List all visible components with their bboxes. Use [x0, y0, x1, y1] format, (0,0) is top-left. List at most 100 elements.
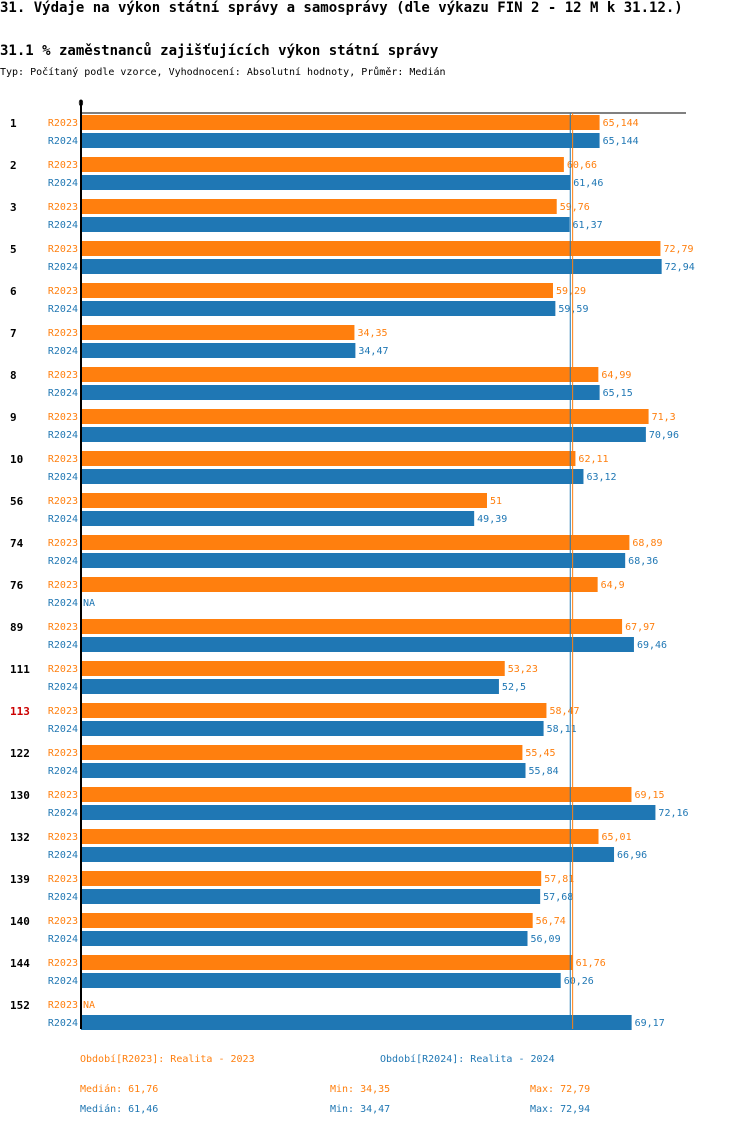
chart-subtitle: 31.1 % zaměstnanců zajišťujících výkon s…: [0, 43, 439, 59]
series-label: R2023: [48, 454, 78, 465]
series-label: R2023: [48, 286, 78, 297]
bar: [81, 259, 662, 274]
series-label: R2023: [48, 580, 78, 591]
series-label: R2023: [48, 706, 78, 717]
min-r2023: Min: 34,35: [330, 1084, 391, 1095]
data-label: 69,17: [635, 1018, 665, 1029]
data-label: 60,66: [567, 160, 597, 171]
bar: [81, 199, 557, 214]
bar: [81, 931, 528, 946]
bar: [81, 535, 630, 550]
bar: [81, 367, 599, 382]
category-label: 8: [10, 369, 17, 382]
series-label: R2023: [48, 328, 78, 339]
bar: [81, 511, 475, 526]
chart-type-line: Typ: Počítaný podle vzorce, Vyhodnocení:…: [0, 67, 446, 78]
bar: [81, 217, 570, 232]
bar: [81, 619, 623, 634]
bar: [81, 451, 576, 466]
bar: [81, 301, 556, 316]
series-label: R2023: [48, 370, 78, 381]
min-r2024: Min: 34,47: [330, 1104, 391, 1115]
data-label: 65,144: [603, 136, 639, 147]
data-label: 55,45: [525, 748, 555, 759]
series-label: R2024: [48, 556, 78, 567]
series-label: R2024: [48, 808, 78, 819]
bar: [81, 805, 656, 820]
data-label: 71,3: [652, 412, 676, 423]
data-label: 63,12: [586, 472, 616, 483]
data-label: 61,46: [573, 178, 603, 189]
bar: [81, 343, 356, 358]
data-label: 53,23: [508, 664, 538, 675]
data-label: 72,94: [665, 262, 695, 273]
series-label: R2024: [48, 892, 78, 903]
bar: [81, 973, 561, 988]
series-label: R2023: [48, 622, 78, 633]
data-label: 59,76: [560, 202, 590, 213]
series-label: R2024: [48, 850, 78, 861]
data-label: 65,01: [602, 832, 632, 843]
category-label: 10: [10, 453, 23, 466]
series-label: R2023: [48, 244, 78, 255]
series-label: R2024: [48, 934, 78, 945]
category-label: 5: [10, 243, 17, 256]
bar: [81, 1015, 632, 1030]
series-label: R2023: [48, 496, 78, 507]
data-label: 56,09: [531, 934, 561, 945]
bar: [81, 409, 649, 424]
data-label: NA: [83, 598, 95, 609]
bar: [81, 133, 600, 148]
median-r2023: Medián: 61,76: [80, 1084, 159, 1095]
data-label: 60,26: [564, 976, 594, 987]
bar: [81, 469, 584, 484]
series-label: R2023: [48, 160, 78, 171]
data-label: 67,97: [625, 622, 655, 633]
series-label: R2023: [48, 538, 78, 549]
data-label: 61,37: [573, 220, 603, 231]
bar: [81, 661, 505, 676]
bar: [81, 553, 626, 568]
bar: [81, 763, 526, 778]
bar: [81, 325, 355, 340]
median-r2024: Medián: 61,46: [80, 1104, 159, 1115]
data-label: 51: [490, 496, 502, 507]
data-label: 52,5: [502, 682, 526, 693]
category-label: 140: [10, 915, 30, 928]
bar: [81, 787, 632, 802]
bar: [81, 871, 542, 886]
series-label: R2024: [48, 724, 78, 735]
series-label: R2023: [48, 790, 78, 801]
data-label: 55,84: [529, 766, 559, 777]
series-label: R2024: [48, 388, 78, 399]
series-label: R2023: [48, 1000, 78, 1011]
series-label: R2024: [48, 640, 78, 651]
data-label: 69,15: [634, 790, 664, 801]
data-label: 65,15: [603, 388, 633, 399]
data-label: 70,96: [649, 430, 679, 441]
category-label: 56: [10, 495, 24, 508]
bar: [81, 889, 541, 904]
series-label: R2023: [48, 748, 78, 759]
data-label: 62,11: [578, 454, 608, 465]
chart-title: 31. Výdaje na výkon státní správy a samo…: [0, 0, 683, 16]
data-label: 57,68: [543, 892, 573, 903]
data-label: 59,29: [556, 286, 586, 297]
category-label: 2: [10, 159, 17, 172]
data-label: 68,36: [628, 556, 658, 567]
series-label: R2024: [48, 598, 78, 609]
category-label: 89: [10, 621, 23, 634]
category-label: 144: [10, 957, 30, 970]
bar: [81, 913, 533, 928]
bar: [81, 175, 571, 190]
bar: [81, 829, 599, 844]
category-label: 111: [10, 663, 30, 676]
data-label: 34,47: [358, 346, 388, 357]
bar: [81, 955, 573, 970]
data-label: 72,16: [658, 808, 688, 819]
series-label: R2023: [48, 916, 78, 927]
data-label: 68,89: [632, 538, 662, 549]
series-label: R2023: [48, 664, 78, 675]
series-label: R2024: [48, 304, 78, 315]
bar: [81, 679, 499, 694]
